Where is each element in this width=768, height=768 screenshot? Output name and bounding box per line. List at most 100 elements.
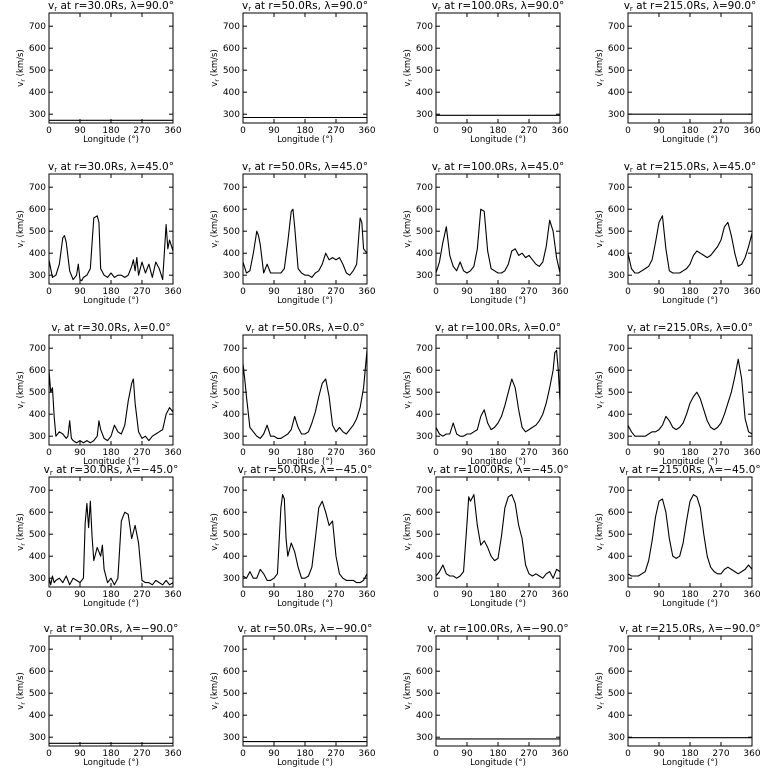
ylabel-units: (km/s) [16,513,26,543]
y-axis-label: vr (km/s) [210,672,221,710]
y-tick-label: 400 [223,552,240,562]
title-text: at r=30.0Rs, λ=−45.0° [53,464,179,476]
title-subscript: r [248,5,251,13]
chart-title: vr at r=30.0Rs, λ=45.0° [48,161,174,174]
title-subscript: r [248,166,251,174]
y-tick-label: 400 [223,711,240,721]
ylabel-subscript: r [19,702,27,705]
ylabel-var: v [16,243,26,248]
ylabel-subscript: r [19,543,27,546]
x-tick-label: 180 [296,126,313,136]
title-var: v [427,623,433,635]
y-tick-label: 600 [608,366,625,376]
y-tick-label: 500 [608,66,625,76]
x-tick-label: 270 [133,590,150,600]
title-text: at r=50.0Rs, λ=0.0° [254,322,364,334]
x-tick-label: 90 [461,590,473,600]
ylabel-subscript: r [406,702,414,705]
x-tick-label: 90 [653,287,665,297]
x-tick-label: 0 [46,749,52,759]
title-text: at r=215.0Rs, λ=45.0° [633,161,756,173]
x-tick-label: 90 [268,287,280,297]
y-axis-label: vr (km/s) [403,371,414,409]
ylabel-subscript: r [406,543,414,546]
ylabel-var: v [595,243,605,248]
x-tick-label: 360 [164,448,181,458]
title-var: v [51,322,57,334]
y-tick-label: 600 [223,508,240,518]
y-axis-label: vr (km/s) [16,210,27,248]
x-tick-label: 180 [681,749,698,759]
y-axis-label: vr (km/s) [16,371,27,409]
y-tick-label: 700 [416,486,433,496]
x-tick-label: 180 [296,749,313,759]
y-tick-label: 500 [29,227,46,237]
series-line [242,494,368,584]
y-tick-label: 300 [29,271,46,281]
title-subscript: r [438,166,441,174]
chart-panel: vr at r=30.0Rs, λ=0.0°0 90 180 270 360300400… [16,322,182,467]
x-tick-label: 90 [461,749,473,759]
ylabel-var: v [16,404,26,409]
ylabel-units: (km/s) [595,672,605,702]
y-tick-label: 300 [29,733,46,743]
x-tick-label: 270 [520,749,537,759]
y-tick-label: 300 [223,110,240,120]
x-tick-label: 360 [358,287,375,297]
plot-frame [435,476,561,588]
x-tick-label: 0 [240,448,246,458]
title-text: at r=215.0Rs, λ=−90.0° [628,623,760,635]
y-tick-label: 400 [608,552,625,562]
ylabel-var: v [595,546,605,551]
chart-panel: vr at r=100.0Rs, λ=90.0°0 90 180 270 3603004… [403,0,569,145]
ylabel-units: (km/s) [210,513,220,543]
x-tick-label: 0 [625,287,631,297]
y-tick-label: 300 [29,432,46,442]
ylabel-units: (km/s) [595,513,605,543]
y-tick-label: 500 [223,388,240,398]
chart-panel: vr at r=100.0Rs, λ=0.0°0 90 180 270 36030040… [403,322,569,467]
y-axis-label: vr (km/s) [403,210,414,248]
chart-title: vr at r=50.0Rs, λ=−90.0° [238,623,373,636]
y-axis-label: vr (km/s) [595,371,606,409]
title-text: at r=30.0Rs, λ=90.0° [57,0,174,12]
title-var: v [48,0,54,12]
y-tick-label: 700 [608,22,625,32]
y-axis-label: vr (km/s) [595,49,606,87]
x-tick-label: 90 [653,448,665,458]
y-tick-label: 400 [29,88,46,98]
x-tick-label: 270 [133,749,150,759]
x-tick-label: 180 [681,287,698,297]
y-tick-label: 400 [416,711,433,721]
x-tick-label: 180 [102,590,119,600]
y-tick-label: 300 [608,110,625,120]
chart-panel: vr at r=50.0Rs, λ=0.0°0 90 180 270 360300400… [210,322,376,467]
x-tick-label: 270 [712,590,729,600]
x-axis-label: Longitude (°) [83,599,139,609]
title-text: at r=100.0Rs, λ=−90.0° [436,623,568,635]
plot-frame [242,173,368,285]
y-tick-label: 300 [29,110,46,120]
chart-title: vr at r=100.0Rs, λ=45.0° [432,161,565,174]
plot-frame [627,12,753,124]
x-tick-label: 360 [551,749,568,759]
y-tick-label: 300 [416,733,433,743]
x-tick-label: 0 [240,287,246,297]
y-tick-label: 300 [416,110,433,120]
title-subscript: r [626,469,629,477]
chart-panel: vr at r=30.0Rs, λ=45.0°0 90 180 270 36030040… [16,161,182,306]
x-axis-label: Longitude (°) [662,135,718,145]
y-tick-label: 600 [223,667,240,677]
y-tick-label: 400 [608,249,625,259]
chart-title: vr at r=50.0Rs, λ=45.0° [242,161,368,174]
x-tick-label: 90 [268,448,280,458]
y-tick-label: 600 [608,667,625,677]
y-tick-label: 400 [416,410,433,420]
ylabel-subscript: r [213,401,221,404]
x-tick-label: 0 [240,126,246,136]
chart-title: vr at r=100.0Rs, λ=−90.0° [427,623,568,636]
title-var: v [238,623,244,635]
ylabel-units: (km/s) [210,672,220,702]
x-axis-label: Longitude (°) [662,599,718,609]
